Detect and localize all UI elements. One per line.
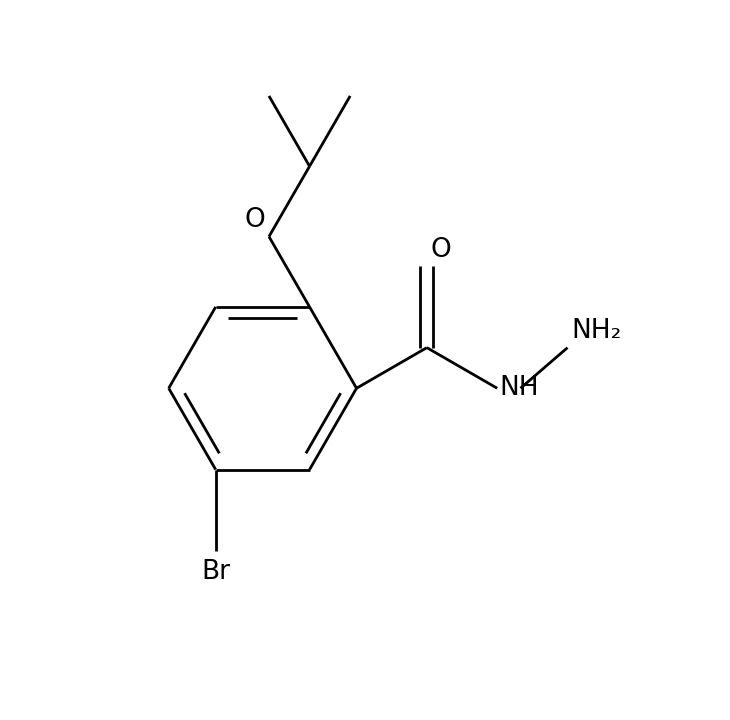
Text: O: O <box>431 237 451 263</box>
Text: Br: Br <box>201 559 230 585</box>
Text: O: O <box>245 207 266 233</box>
Text: NH₂: NH₂ <box>571 318 621 344</box>
Text: NH: NH <box>499 375 539 401</box>
